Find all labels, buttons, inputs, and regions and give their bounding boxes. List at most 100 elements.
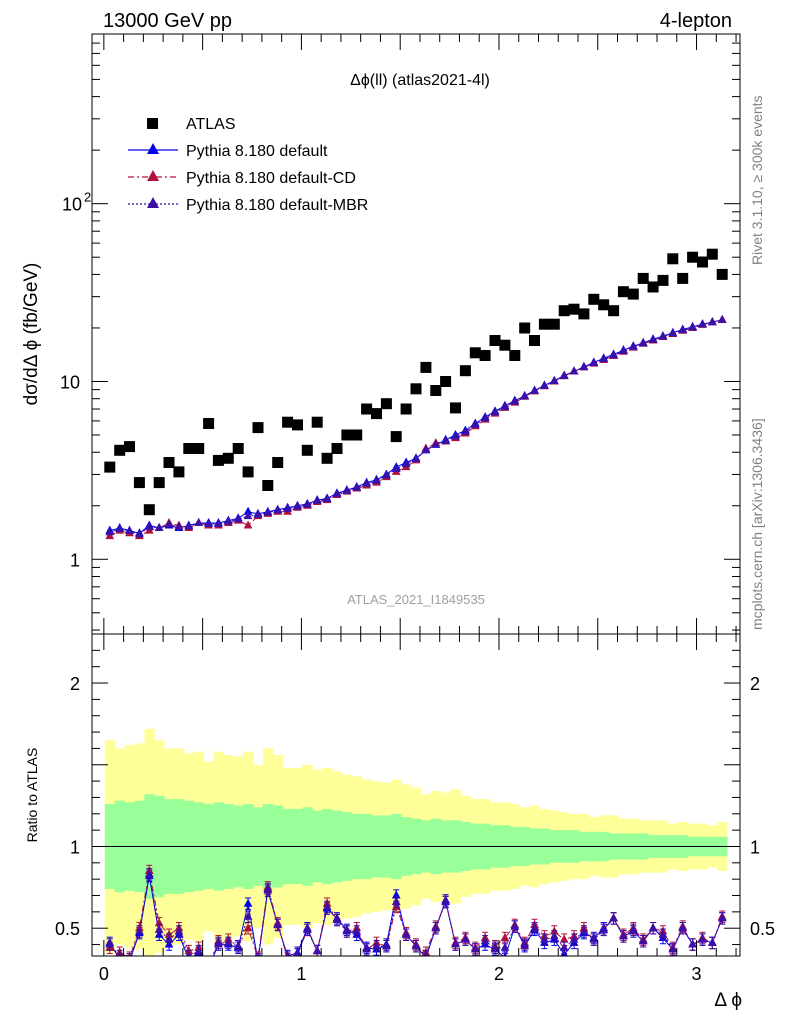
legend: ATLAS Pythia 8.180 default Pythia 8.180 … — [128, 116, 368, 214]
main-mbr-point — [441, 435, 450, 444]
atlas-data-point — [252, 422, 264, 434]
atlas-data-point — [657, 274, 669, 286]
main-mbr-point — [411, 454, 421, 463]
main-y-tick-label: 10 — [62, 195, 82, 215]
atlas-data-point — [440, 376, 452, 387]
ratio-mbr-point — [698, 934, 707, 943]
atlas-data-point — [459, 365, 471, 377]
ratio-mbr-point — [263, 883, 273, 892]
legend-mbr-label: Pythia 8.180 default-MBR — [186, 197, 368, 214]
atlas-data-point — [430, 385, 442, 396]
ratio-cd-point — [559, 934, 569, 943]
atlas-data-point — [163, 457, 175, 468]
main-mbr-point — [253, 509, 263, 518]
atlas-data-point — [114, 444, 126, 456]
ratio-axis-ticks: 0 1 2 3 0.5 0.5 1 1 2 2 — [55, 634, 775, 984]
ratio-mbr-point — [520, 939, 530, 948]
main-mbr-point — [204, 518, 213, 527]
ratio-mbr-point — [186, 951, 192, 956]
main-mbr-point — [401, 459, 411, 468]
ratio-mbr-point — [599, 924, 609, 933]
atlas-data-point — [469, 347, 481, 359]
ratio-mbr-point — [549, 931, 559, 940]
ratio-panel: 0 1 2 3 0.5 0.5 1 1 2 2 Ratio to ATLAS Δ ϕ — [24, 633, 775, 1011]
main-mbr-point — [332, 488, 342, 497]
main-mbr-point — [579, 362, 589, 371]
ratio-mbr-point — [500, 942, 510, 951]
main-mbr-point — [461, 426, 470, 435]
ratio-mbr-point — [678, 923, 688, 932]
main-mbr-point — [470, 419, 480, 428]
atlas-data-point — [380, 398, 392, 410]
atlas-data-point — [321, 452, 333, 464]
main-mbr-point — [293, 501, 302, 510]
main-mbr-point — [658, 331, 668, 340]
main-mbr-point — [638, 338, 648, 347]
ratio-x-tick-label: 2 — [494, 964, 504, 984]
main-mbr-point — [559, 370, 569, 379]
atlas-data-point — [232, 443, 244, 454]
legend-default-marker — [147, 143, 159, 154]
ratio-mbr-point — [352, 926, 362, 935]
atlas-data-point — [637, 272, 649, 284]
atlas-data-point — [222, 452, 234, 464]
ratio-mbr-point — [322, 901, 332, 910]
ratio-mbr-point — [223, 937, 233, 946]
ratio-mbr-point — [480, 936, 490, 945]
main-mbr-point — [144, 521, 154, 530]
ratio-mbr-point — [490, 942, 500, 951]
ratio-default-point — [243, 898, 253, 907]
main-mbr-point — [382, 470, 391, 479]
atlas-data-point — [697, 256, 708, 268]
main-mbr-line — [109, 319, 723, 535]
main-mbr-point — [125, 526, 134, 535]
main-mbr-point — [322, 494, 332, 503]
main-mbr-point — [194, 517, 204, 526]
main-mbr-point — [283, 503, 292, 512]
atlas-data-point — [479, 350, 491, 361]
main-mbr-point — [342, 485, 352, 494]
ratio-cd-point — [204, 961, 213, 969]
main-mbr-point — [174, 521, 184, 530]
main-mbr-point — [698, 319, 707, 328]
atlas-data-point — [390, 431, 402, 443]
main-mbr-point — [688, 322, 697, 331]
header-left: 13000 GeV pp — [103, 10, 232, 32]
ratio-mbr-point — [688, 939, 697, 948]
legend-item-default: Pythia 8.180 default — [128, 143, 328, 160]
legend-item-atlas: ATLAS — [147, 116, 236, 133]
ratio-y-tick-label-right: 1 — [750, 837, 760, 857]
main-mbr-point — [707, 317, 717, 326]
ratio-y-tick-label: 2 — [70, 674, 80, 694]
atlas-data-point — [173, 466, 185, 478]
main-mbr-point — [510, 396, 520, 405]
atlas-data-point — [647, 281, 659, 293]
main-mbr-point — [589, 358, 599, 367]
main-mbr-point — [214, 518, 223, 527]
legend-mbr-marker — [147, 197, 159, 208]
main-mbr-point — [105, 527, 115, 536]
ratio-mbr-point — [135, 926, 144, 935]
ratio-x-tick-label: 1 — [296, 964, 306, 984]
atlas-data-point — [341, 429, 353, 441]
ratio-mbr-point — [510, 921, 520, 930]
main-y-tick-label: 10 — [60, 372, 80, 392]
ratio-mbr-point — [257, 954, 259, 956]
main-mbr-point — [115, 524, 125, 533]
legend-cd-label: Pythia 8.180 default-CD — [186, 170, 356, 187]
atlas-data-point — [489, 335, 501, 346]
atlas-data-point — [292, 419, 303, 431]
ratio-mbr-point — [431, 923, 441, 932]
ratio-mbr-point — [470, 944, 480, 953]
atlas-data-point — [410, 383, 422, 395]
main-mbr-point — [549, 376, 559, 385]
main-default-point — [243, 506, 253, 515]
ratio-mbr-point — [628, 924, 638, 933]
main-mbr-point — [609, 350, 618, 359]
main-mbr-point — [717, 314, 727, 323]
ratio-default-point — [129, 955, 130, 956]
main-default-line — [109, 319, 723, 534]
ratio-mbr-point — [411, 941, 421, 950]
mcplots-reference-text: mcplots.cern.ch [arXiv:1306.3436] — [749, 418, 765, 630]
